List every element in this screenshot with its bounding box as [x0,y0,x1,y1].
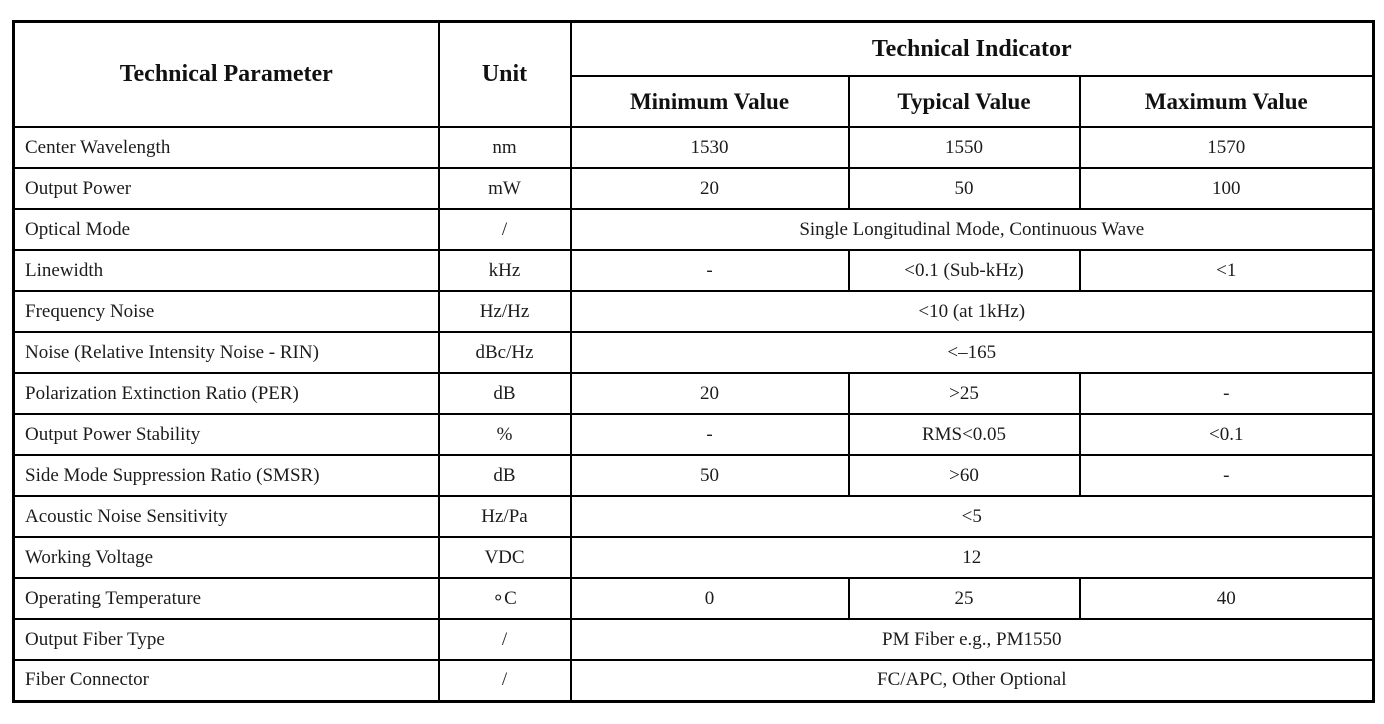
span-value-cell: <10 (at 1kHz) [569,290,1375,333]
unit-cell: dB [437,454,572,497]
header-maximum-value: Maximum Value [1078,75,1375,128]
table-row: Operating Temperature ∘C 0 25 40 [12,577,1375,620]
param-cell: Frequency Noise [12,290,440,333]
max-value-cell: 40 [1078,577,1375,620]
max-value-cell: 1570 [1078,126,1375,169]
typ-value-cell: >25 [847,372,1081,415]
header-typical-value: Typical Value [847,75,1081,128]
table-row: Working Voltage VDC 12 [12,536,1375,579]
table-row: Output Power Stability % - RMS<0.05 <0.1 [12,413,1375,456]
unit-cell: / [437,618,572,661]
param-cell: Working Voltage [12,536,440,579]
unit-cell: / [437,659,572,702]
param-cell: Noise (Relative Intensity Noise - RIN) [12,331,440,374]
min-value-cell: 20 [569,167,850,210]
param-cell: Fiber Connector [12,659,440,702]
typ-value-cell: 25 [847,577,1081,620]
table-row: Polarization Extinction Ratio (PER) dB 2… [12,372,1375,415]
typ-value-cell: 50 [847,167,1081,210]
param-cell: Optical Mode [12,208,440,251]
param-cell: Acoustic Noise Sensitivity [12,495,440,538]
max-value-cell: - [1078,372,1375,415]
unit-cell: nm [437,126,572,169]
table-row: Output Fiber Type / PM Fiber e.g., PM155… [12,618,1375,661]
span-value-cell: FC/APC, Other Optional [569,659,1375,702]
header-minimum-value: Minimum Value [569,75,850,128]
unit-cell: Hz/Hz [437,290,572,333]
param-cell: Center Wavelength [12,126,440,169]
param-cell: Output Fiber Type [12,618,440,661]
table-row: Fiber Connector / FC/APC, Other Optional [12,659,1375,702]
span-value-cell: Single Longitudinal Mode, Continuous Wav… [569,208,1375,251]
header-unit: Unit [437,20,572,128]
typ-value-cell: <0.1 (Sub-kHz) [847,249,1081,292]
unit-cell: % [437,413,572,456]
header-technical-parameter: Technical Parameter [12,20,440,128]
table-row: Optical Mode / Single Longitudinal Mode,… [12,208,1375,251]
max-value-cell: <0.1 [1078,413,1375,456]
table-header: Technical Parameter Unit Technical Indic… [12,20,1375,128]
param-cell: Linewidth [12,249,440,292]
span-value-cell: <5 [569,495,1375,538]
table-body: Center Wavelength nm 1530 1550 1570 Outp… [12,126,1375,702]
span-value-cell: PM Fiber e.g., PM1550 [569,618,1375,661]
table-row: Center Wavelength nm 1530 1550 1570 [12,126,1375,169]
min-value-cell: 20 [569,372,850,415]
unit-cell: kHz [437,249,572,292]
table-row: Acoustic Noise Sensitivity Hz/Pa <5 [12,495,1375,538]
param-cell: Operating Temperature [12,577,440,620]
unit-cell: mW [437,167,572,210]
unit-cell: dBc/Hz [437,331,572,374]
typ-value-cell: 1550 [847,126,1081,169]
min-value-cell: 0 [569,577,850,620]
unit-cell: dB [437,372,572,415]
max-value-cell: <1 [1078,249,1375,292]
table-row: Noise (Relative Intensity Noise - RIN) d… [12,331,1375,374]
unit-cell: VDC [437,536,572,579]
min-value-cell: - [569,413,850,456]
max-value-cell: 100 [1078,167,1375,210]
header-technical-indicator: Technical Indicator [569,20,1375,77]
param-cell: Output Power [12,167,440,210]
param-cell: Output Power Stability [12,413,440,456]
table-row: Side Mode Suppression Ratio (SMSR) dB 50… [12,454,1375,497]
min-value-cell: 50 [569,454,850,497]
technical-spec-table: Technical Parameter Unit Technical Indic… [12,20,1376,703]
typ-value-cell: >60 [847,454,1081,497]
span-value-cell: 12 [569,536,1375,579]
param-cell: Side Mode Suppression Ratio (SMSR) [12,454,440,497]
span-value-cell: <–165 [569,331,1375,374]
table-row: Frequency Noise Hz/Hz <10 (at 1kHz) [12,290,1375,333]
unit-cell: / [437,208,572,251]
unit-cell: Hz/Pa [437,495,572,538]
table-row: Linewidth kHz - <0.1 (Sub-kHz) <1 [12,249,1375,292]
unit-cell: ∘C [437,577,572,620]
min-value-cell: - [569,249,850,292]
typ-value-cell: RMS<0.05 [847,413,1081,456]
min-value-cell: 1530 [569,126,850,169]
max-value-cell: - [1078,454,1375,497]
param-cell: Polarization Extinction Ratio (PER) [12,372,440,415]
table-row: Output Power mW 20 50 100 [12,167,1375,210]
